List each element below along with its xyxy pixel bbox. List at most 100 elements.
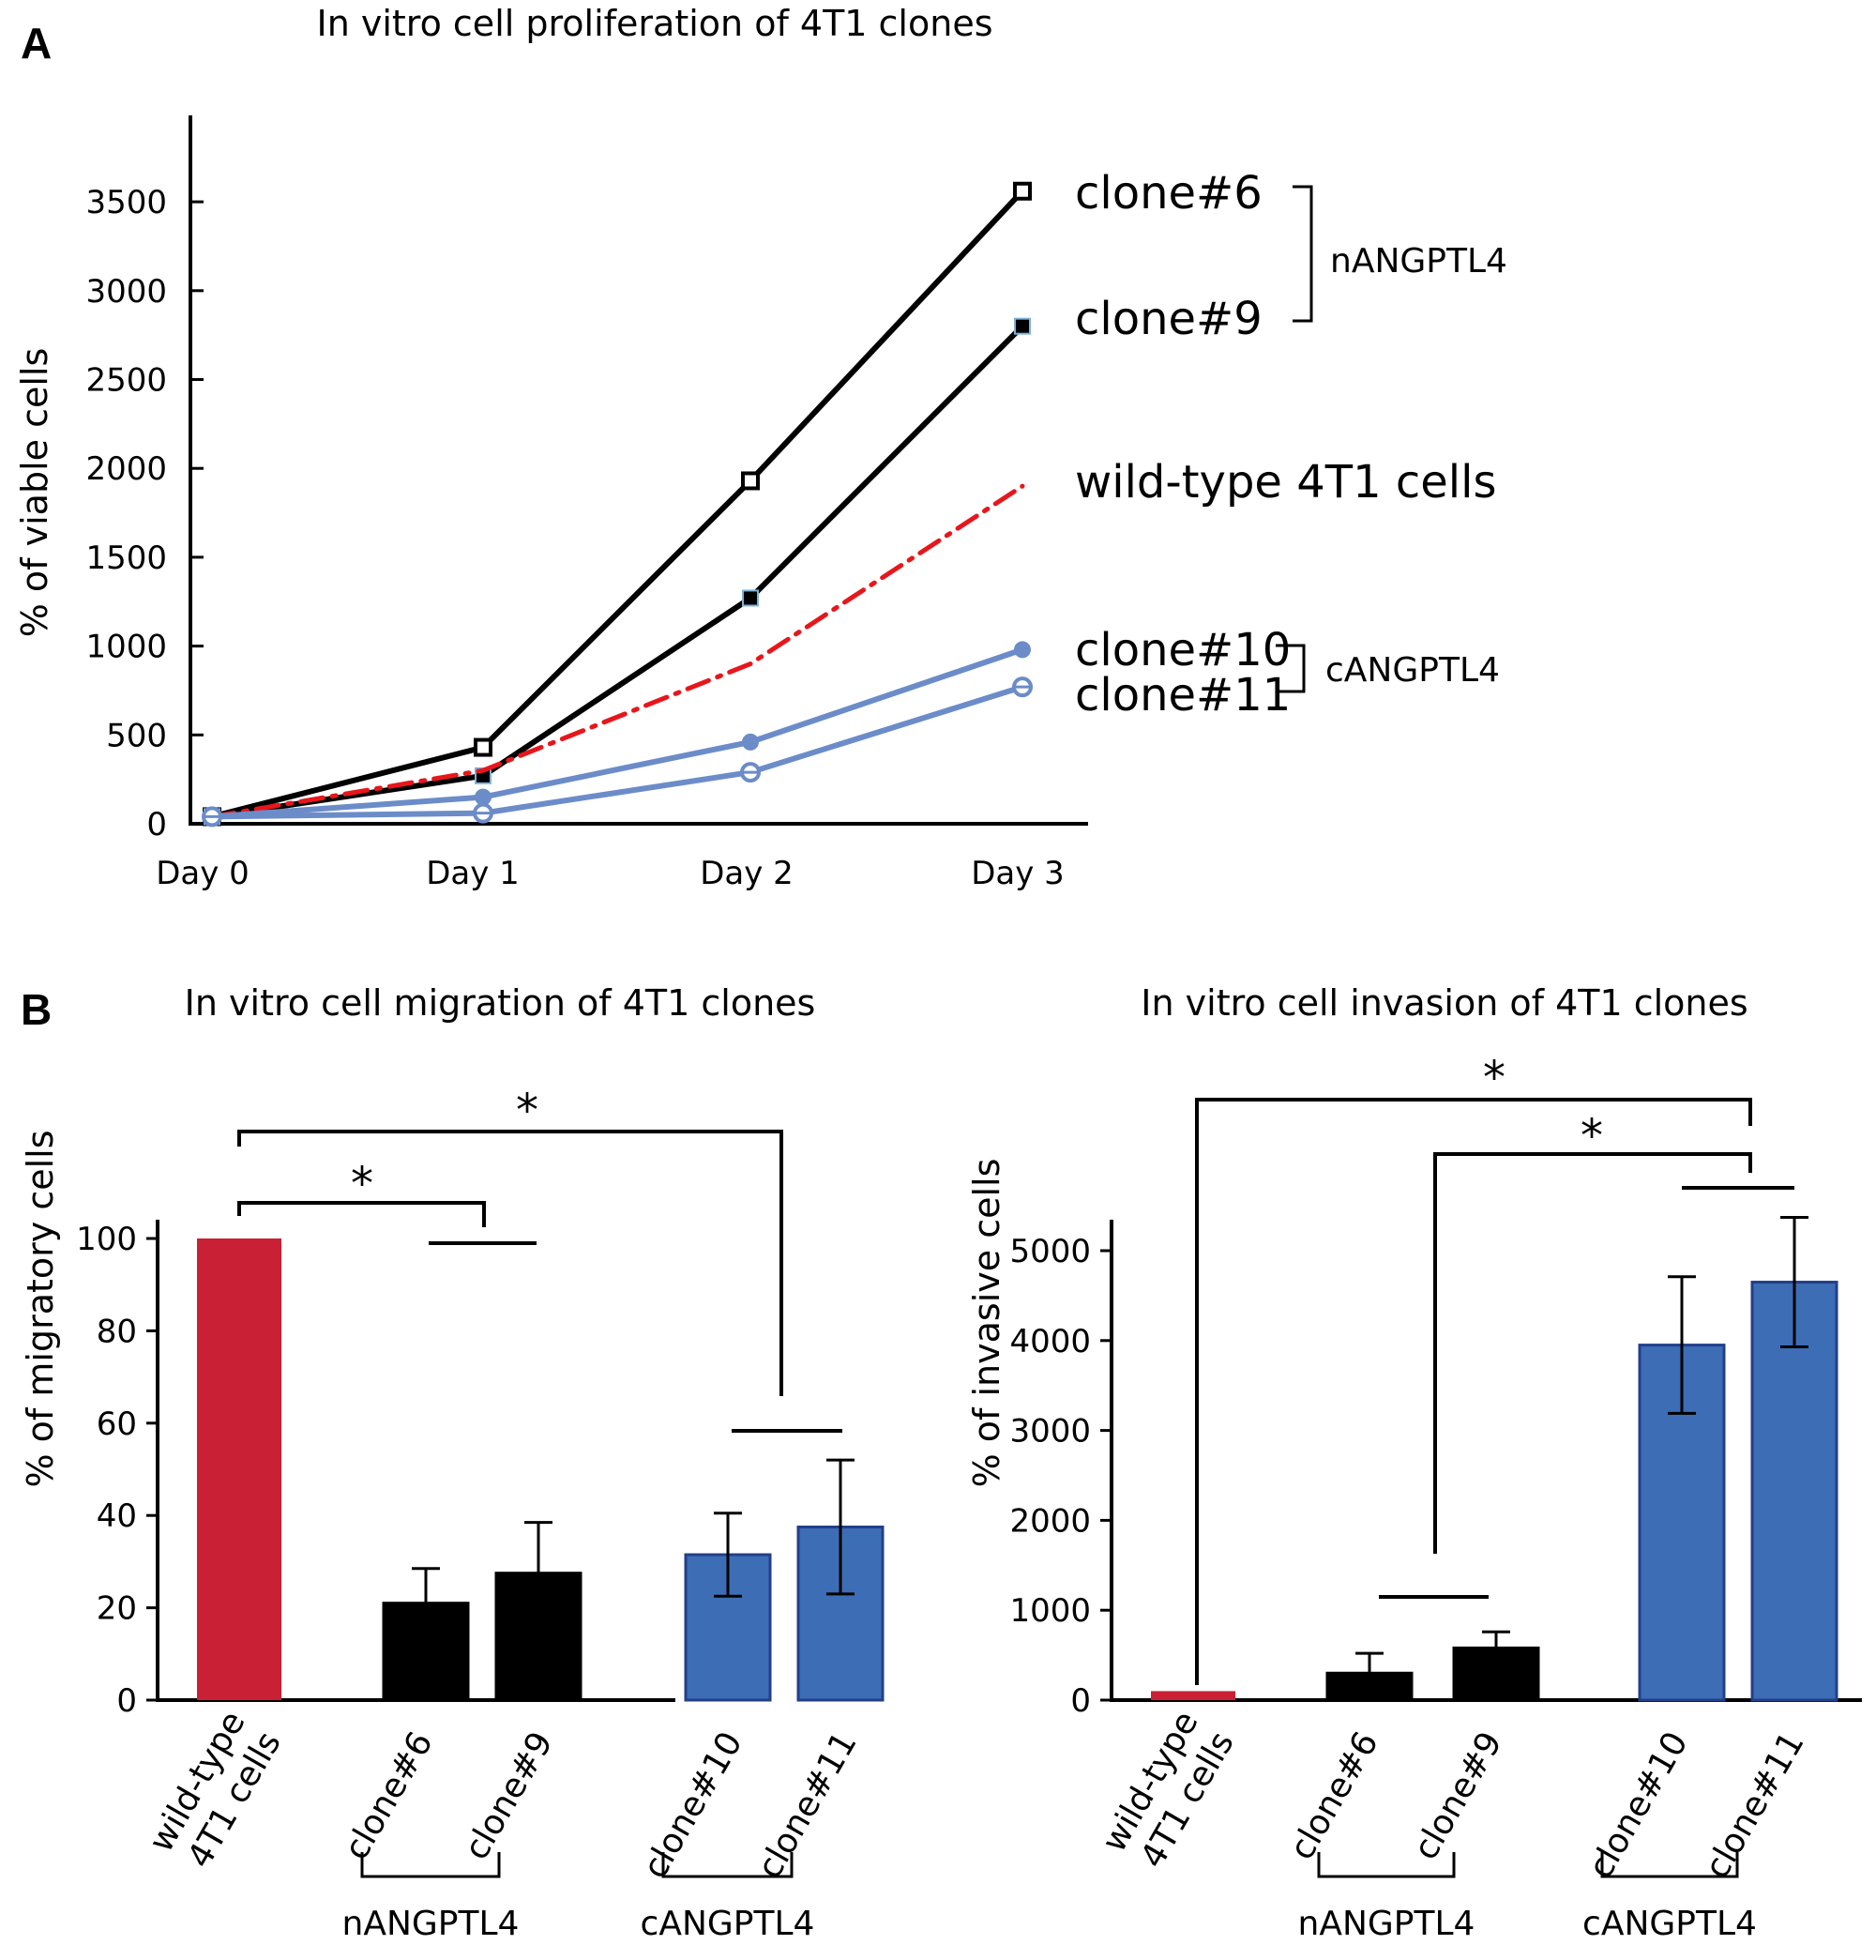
category-label-clone-6: clone#6: [1282, 1725, 1385, 1866]
category-label-clone-11: clone#11: [1698, 1725, 1812, 1885]
series-line-wild-type-4t1-cells: [209, 483, 1025, 819]
significance-bracket: [1433, 1152, 1752, 1554]
category-labels: wild-type4T1 cells clone#6 clone#9 clone#10…: [142, 1705, 864, 1943]
y-tick-label: 100: [76, 1221, 137, 1258]
significance-bracket: [1195, 1098, 1752, 1685]
group-bracket-cangptl4: [1600, 1852, 1739, 1878]
category-label-clone-10: clone#10: [1581, 1725, 1696, 1885]
x-tick-label: Day 1: [426, 855, 520, 892]
y-tick-label: 1000: [1009, 1592, 1091, 1630]
significance-star: *: [516, 1085, 538, 1137]
series-line-clone-10: [209, 646, 1025, 820]
series-label-clone-9: clone#9: [1075, 293, 1263, 345]
y-tick-label: 3500: [85, 184, 167, 221]
chart-title: In vitro cell migration of 4T1 clones: [185, 982, 816, 1024]
y-tick-label: 40: [97, 1497, 137, 1535]
invasion-chart: In vitro cell invasion of 4T1 clones % o…: [966, 982, 1862, 1943]
y-tick-label: 3000: [85, 273, 167, 311]
point-clone-10: [475, 788, 492, 806]
group-label-nangptl4: nANGPTL4: [342, 1905, 520, 1943]
axes: 0 20 40 60 80 100: [76, 1220, 675, 1720]
bars: [197, 1238, 885, 1702]
point-clone-10: [1014, 641, 1031, 659]
y-tick-label: 5000: [1009, 1233, 1091, 1270]
significance-star: *: [351, 1158, 373, 1210]
category-label-clone-6-line: clone#6: [1282, 1725, 1385, 1866]
significance-brackets: **: [1195, 1052, 1794, 1685]
y-axis-label: % of viable cells: [14, 348, 55, 638]
bars: [1151, 1216, 1838, 1702]
category-label-clone-6-line: clone#6: [337, 1725, 440, 1866]
significance-bracket: [237, 1130, 783, 1396]
chart-title: In vitro cell proliferation of 4T1 clone…: [316, 3, 992, 44]
category-label-clone-11-line: clone#11: [1698, 1725, 1812, 1885]
series-label-clone-6: clone#6: [1075, 167, 1263, 220]
category-label-clone-10: clone#10: [636, 1725, 750, 1885]
category-label-clone-6: clone#6: [337, 1725, 440, 1866]
group-bracket-nangptl4: [1293, 185, 1313, 323]
category-label-wild-type-4t1-cells: wild-type4T1 cells: [1095, 1705, 1241, 1879]
chart-title: In vitro cell invasion of 4T1 clones: [1141, 982, 1747, 1024]
y-axis-label: % of migratory cells: [20, 1130, 61, 1487]
category-label-clone-9: clone#9: [457, 1725, 560, 1866]
category-label-clone-9-line: clone#9: [1406, 1725, 1509, 1866]
category-label-clone-9: clone#9: [1406, 1725, 1509, 1866]
axes: 0 500 1000 1500 2000 2500 3000 3500 Day 0 Day 1 Da…: [85, 115, 1088, 892]
x-tick-label: Day 3: [971, 855, 1065, 892]
group-bracket-cangptl4: [1276, 644, 1306, 693]
y-tick-label: 0: [1070, 1682, 1091, 1720]
bar-wild-type-4t1-cells: [197, 1238, 281, 1700]
category-label-clone-10-line: clone#10: [1581, 1725, 1696, 1885]
y-tick-label: 2000: [85, 450, 167, 488]
category-label-clone-10-line: clone#10: [636, 1725, 750, 1885]
series-line-clone-9: [209, 323, 1025, 820]
group-bracket-cangptl4: [661, 1852, 794, 1878]
category-label-clone-11-line: clone#11: [750, 1725, 865, 1885]
point-clone-6: [474, 737, 492, 757]
y-tick-label: 2000: [1009, 1502, 1091, 1540]
series-line-clone-6: [209, 188, 1025, 820]
y-tick-label: 0: [116, 1682, 137, 1720]
category-label-wild-type-4t1-cells: wild-type4T1 cells: [142, 1705, 288, 1879]
series-lines: [202, 181, 1033, 828]
group-label-cangptl4: cANGPTL4: [641, 1905, 815, 1943]
series-line-clone-11: [209, 684, 1025, 820]
y-tick-label: 2500: [85, 362, 167, 400]
point-clone-9: [742, 589, 759, 607]
y-tick-label: 1000: [85, 629, 167, 666]
point-clone-6: [741, 471, 760, 491]
significance-bracket: [237, 1201, 486, 1227]
group-label-nangptl4: nANGPTL4: [1298, 1905, 1475, 1943]
point-clone-6: [1013, 181, 1032, 201]
y-axis-label: % of invasive cells: [966, 1159, 1007, 1488]
y-tick-label: 500: [106, 717, 167, 754]
series-labels: clone#6 clone#9 wild-type 4T1 cells clone#1…: [1075, 167, 1507, 722]
x-tick-label: Day 2: [700, 855, 794, 892]
y-tick-label: 0: [146, 806, 167, 843]
bar-wild-type-4t1-cells: [1151, 1691, 1235, 1700]
group-label-nangptl4: nANGPTL4: [1330, 242, 1507, 281]
y-tick-label: 3000: [1009, 1413, 1091, 1451]
point-clone-10: [742, 733, 759, 751]
bar-clone-10: [684, 1553, 772, 1702]
panel-letter-b: B: [21, 985, 52, 1034]
significance-brackets: **: [237, 1085, 842, 1433]
category-labels: wild-type4T1 cells clone#6 clone#9 clone#10…: [1095, 1705, 1811, 1943]
y-tick-label: 60: [97, 1405, 137, 1443]
y-tick-label: 1500: [85, 539, 167, 577]
y-tick-label: 20: [97, 1590, 137, 1628]
group-bracket-nangptl4: [360, 1852, 501, 1878]
x-tick-label: Day 0: [156, 855, 250, 892]
category-label-clone-9-line: clone#9: [457, 1725, 560, 1866]
y-tick-label: 4000: [1009, 1323, 1091, 1360]
bar-clone-11: [1750, 1281, 1838, 1702]
series-label-clone-10: clone#10: [1075, 624, 1291, 676]
group-label-cangptl4: cANGPTL4: [1582, 1905, 1757, 1943]
y-tick-label: 80: [97, 1313, 137, 1350]
migration-chart: In vitro cell migration of 4T1 clones % …: [20, 982, 885, 1943]
group-bracket-nangptl4: [1317, 1852, 1456, 1878]
proliferation-chart: In vitro cell proliferation of 4T1 clone…: [14, 3, 1507, 892]
group-label-cangptl4: cANGPTL4: [1325, 651, 1500, 690]
category-label-clone-11: clone#11: [750, 1725, 865, 1885]
